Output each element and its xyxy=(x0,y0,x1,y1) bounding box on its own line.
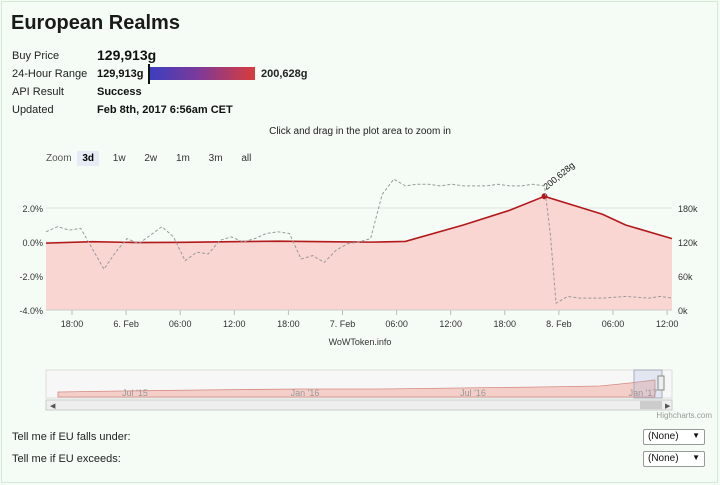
y-right-tick-label: 60k xyxy=(678,272,693,282)
scroll-right-icon: ▶ xyxy=(665,403,671,410)
navigator-handle xyxy=(657,375,665,391)
alert-exceeds-label: Tell me if EU exceeds: xyxy=(12,453,121,465)
zoom-button-all[interactable]: all xyxy=(241,153,252,164)
navigator-tick-label: Jan '17 xyxy=(629,388,658,398)
peak-label: 200,628g xyxy=(541,160,576,192)
price-chart[interactable]: 200,628g 2.0% 180k 0.0% 120k -2.0% 60k -4.0% 0k… xyxy=(0,0,720,420)
range-bar xyxy=(149,67,255,80)
x-tick-label: 06:00 xyxy=(385,319,408,329)
alert-falls-value: (None) xyxy=(648,431,679,442)
api-result-label: API Result xyxy=(12,86,64,98)
y-right-tick-label: 120k xyxy=(678,238,698,248)
x-tick-label: 7. Feb xyxy=(330,319,356,329)
y-left-tick-label: 2.0% xyxy=(22,204,43,214)
alert-exceeds-select[interactable]: (None) ▼ xyxy=(643,451,705,467)
x-tick-label: 8. Feb xyxy=(546,319,572,329)
updated-label: Updated xyxy=(12,104,54,116)
x-tick-label: 12:00 xyxy=(439,319,462,329)
highcharts-credit: Highcharts.com xyxy=(656,411,712,420)
alert-falls-select[interactable]: (None) ▼ xyxy=(643,429,705,445)
x-tick-label: 12:00 xyxy=(656,319,679,329)
x-tick-label: 6. Feb xyxy=(113,319,139,329)
y-right-tick-label: 180k xyxy=(678,204,698,214)
y-right-tick-label: 0k xyxy=(678,306,688,316)
y-left-tick-label: -4.0% xyxy=(19,306,43,316)
alert-exceeds-value: (None) xyxy=(648,453,679,464)
range-min-value: 129,913g xyxy=(97,68,144,80)
zoom-label: Zoom xyxy=(46,153,72,164)
zoom-selector: Zoom 3d 1w 2w 1m 3m all xyxy=(46,151,262,166)
alert-falls-label: Tell me if EU falls under: xyxy=(12,431,131,443)
buy-price-label: Buy Price xyxy=(12,50,60,62)
zoom-button-1w[interactable]: 1w xyxy=(112,153,126,164)
buy-price-value: 129,913g xyxy=(97,47,157,63)
y-left-tick-label: -2.0% xyxy=(19,272,43,282)
updated-value: Feb 8th, 2017 6:56am CET xyxy=(97,104,233,116)
navigator-scrollbar xyxy=(45,399,673,411)
scroll-left-icon: ◀ xyxy=(50,403,56,410)
zoom-button-2w[interactable]: 2w xyxy=(144,153,158,164)
price-series-line xyxy=(45,195,673,244)
navigator-selection xyxy=(633,369,663,399)
zoom-button-1m[interactable]: 1m xyxy=(175,153,190,164)
navigator-tick-label: Jan '16 xyxy=(291,388,320,398)
chevron-down-icon: ▼ xyxy=(692,431,700,440)
range-current-marker xyxy=(148,64,150,84)
range-label: 24-Hour Range xyxy=(12,68,88,80)
y-left-tick-label: 0.0% xyxy=(22,238,43,248)
zoom-button-3m[interactable]: 3m xyxy=(208,153,223,164)
price-area-fill xyxy=(46,196,672,310)
navigator-scrollbar-thumb xyxy=(640,401,662,409)
navigator-tick-label: Jul '16 xyxy=(460,388,486,398)
navigator-tick-label: Jul '15 xyxy=(122,388,148,398)
peak-point xyxy=(541,193,548,200)
api-result-value: Success xyxy=(97,86,142,98)
chart-credit: WoWToken.info xyxy=(329,337,392,347)
x-tick-label: 06:00 xyxy=(169,319,192,329)
navigator-series xyxy=(57,379,656,398)
percent-change-series xyxy=(45,178,673,305)
x-tick-label: 06:00 xyxy=(602,319,625,329)
range-max-value: 200,628g xyxy=(261,68,308,80)
zoom-button-3d[interactable]: 3d xyxy=(77,151,100,166)
page-title: European Realms xyxy=(11,12,180,34)
x-tick-label: 18:00 xyxy=(61,319,84,329)
x-tick-label: 18:00 xyxy=(277,319,300,329)
zoom-hint: Click and drag in the plot area to zoom … xyxy=(269,126,451,137)
chevron-down-icon: ▼ xyxy=(692,453,700,462)
x-tick-label: 18:00 xyxy=(494,319,517,329)
x-tick-label: 12:00 xyxy=(223,319,246,329)
